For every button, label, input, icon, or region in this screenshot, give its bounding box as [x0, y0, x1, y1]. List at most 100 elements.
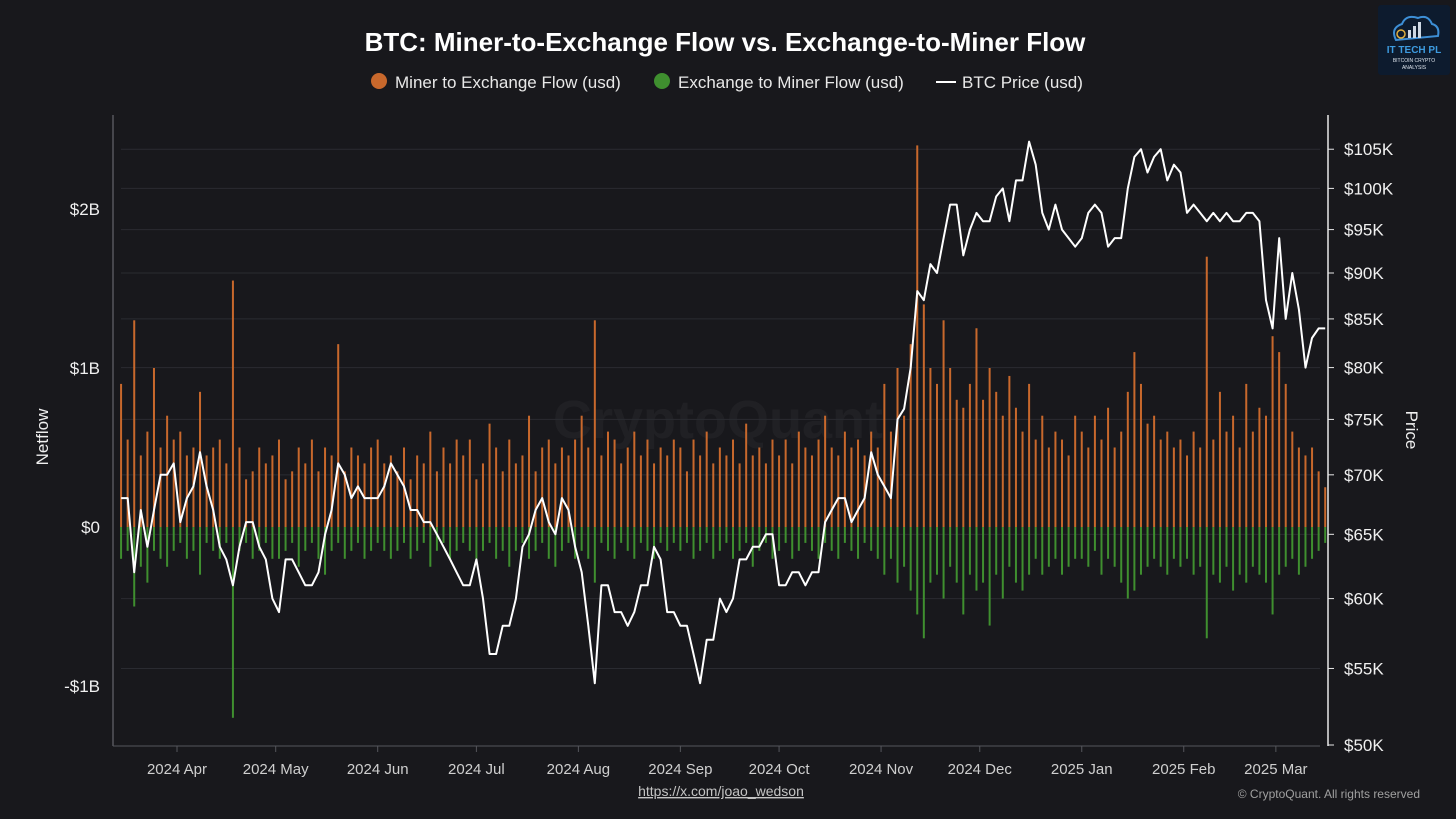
bar-exchange-to-miner — [1166, 527, 1169, 575]
bar-miner-to-exchange — [929, 368, 932, 527]
bar-exchange-to-miner — [179, 527, 182, 543]
bar-exchange-to-miner — [653, 527, 656, 559]
bar-exchange-to-miner — [245, 527, 248, 543]
bar-miner-to-exchange — [271, 455, 274, 527]
bar-exchange-to-miner — [705, 527, 708, 543]
bar-exchange-to-miner — [435, 527, 438, 551]
left-tick-label: $1B — [70, 359, 100, 378]
bar-miner-to-exchange — [488, 423, 491, 527]
bar-miner-to-exchange — [751, 455, 754, 527]
bar-exchange-to-miner — [481, 527, 484, 551]
bar-miner-to-exchange — [1008, 375, 1011, 527]
bar-miner-to-exchange — [521, 455, 524, 527]
bar-exchange-to-miner — [1034, 527, 1037, 559]
right-tick-label: $60K — [1344, 590, 1384, 609]
right-axis-ticks: $105K $100K $95K $90K $85K $80K $75K $70K $65K $6… — [1328, 140, 1394, 755]
bar-exchange-to-miner — [903, 527, 906, 567]
bar-miner-to-exchange — [501, 471, 504, 527]
bar-miner-to-exchange — [1251, 431, 1254, 527]
left-tick-label: -$1B — [64, 677, 100, 696]
bar-exchange-to-miner — [699, 527, 702, 551]
bar-miner-to-exchange — [679, 447, 682, 527]
bar-miner-to-exchange — [291, 471, 294, 527]
author-link[interactable]: https://x.com/joao_wedson — [638, 783, 804, 799]
bar-miner-to-exchange — [1146, 423, 1149, 527]
bar-miner-to-exchange — [718, 447, 721, 527]
bar-exchange-to-miner — [304, 527, 307, 551]
bar-exchange-to-miner — [192, 527, 195, 551]
bar-miner-to-exchange — [857, 439, 860, 527]
bar-exchange-to-miner — [738, 527, 741, 551]
bar-exchange-to-miner — [1251, 527, 1254, 567]
bar-exchange-to-miner — [982, 527, 985, 583]
bar-exchange-to-miner — [120, 527, 123, 559]
bar-miner-to-exchange — [324, 447, 327, 527]
bar-miner-to-exchange — [942, 320, 945, 527]
bar-miner-to-exchange — [1199, 447, 1202, 527]
bar-exchange-to-miner — [1179, 527, 1182, 567]
bar-exchange-to-miner — [1120, 527, 1123, 583]
legend-label: Exchange to Miner Flow (usd) — [678, 73, 904, 92]
bar-exchange-to-miner — [1061, 527, 1064, 575]
bar-exchange-to-miner — [824, 527, 827, 543]
bar-miner-to-exchange — [1186, 455, 1189, 527]
bar-exchange-to-miner — [231, 527, 234, 718]
bar-exchange-to-miner — [126, 527, 129, 551]
legend-item-exchange-to-miner[interactable]: Exchange to Miner Flow (usd) — [654, 73, 904, 92]
bar-exchange-to-miner — [929, 527, 932, 583]
coin-icon — [1396, 29, 1406, 39]
bar-miner-to-exchange — [264, 463, 267, 527]
bar-miner-to-exchange — [251, 471, 254, 527]
bar-exchange-to-miner — [488, 527, 491, 543]
bar-exchange-to-miner — [409, 527, 412, 559]
bar-miner-to-exchange — [1218, 391, 1221, 527]
bar-exchange-to-miner — [672, 527, 675, 543]
bar-miner-to-exchange — [725, 455, 728, 527]
bar-exchange-to-miner — [501, 527, 504, 551]
bar-miner-to-exchange — [870, 431, 873, 527]
bars — [120, 145, 1327, 718]
legend-item-btc-price[interactable]: BTC Price (usd) — [936, 73, 1083, 92]
right-tick-label: $90K — [1344, 264, 1384, 283]
bar-exchange-to-miner — [554, 527, 557, 567]
bar-miner-to-exchange — [238, 447, 241, 527]
bar-miner-to-exchange — [199, 391, 202, 527]
bar-miner-to-exchange — [245, 479, 248, 527]
price-line-group — [121, 140, 1326, 685]
bar-miner-to-exchange — [633, 431, 636, 527]
bar-exchange-to-miner — [1258, 527, 1261, 575]
bar-miner-to-exchange — [310, 439, 313, 527]
bar-miner-to-exchange — [955, 399, 958, 527]
bar-exchange-to-miner — [363, 527, 366, 559]
bar-miner-to-exchange — [1034, 439, 1037, 527]
bar-miner-to-exchange — [547, 439, 550, 527]
bar-exchange-to-miner — [995, 527, 998, 575]
bar-miner-to-exchange — [159, 447, 162, 527]
bar-exchange-to-miner — [251, 527, 254, 559]
x-axis-ticks: 2024 Apr 2024 May 2024 Jun 2024 Jul 2024 Aug… — [147, 746, 1308, 778]
bar-exchange-to-miner — [1271, 527, 1274, 615]
bar-miner-to-exchange — [370, 447, 373, 527]
bar-exchange-to-miner — [1218, 527, 1221, 583]
cloud-icon — [1393, 15, 1440, 42]
legend-item-miner-to-exchange[interactable]: Miner to Exchange Flow (usd) — [371, 73, 621, 92]
bar-miner-to-exchange — [1087, 447, 1090, 527]
right-tick-label: $70K — [1344, 466, 1384, 485]
bar-miner-to-exchange — [1100, 439, 1103, 527]
copyright: © CryptoQuant. All rights reserved — [1238, 787, 1420, 801]
bar-exchange-to-miner — [646, 527, 649, 551]
bar-miner-to-exchange — [600, 455, 603, 527]
bar-miner-to-exchange — [1317, 471, 1320, 527]
bar-miner-to-exchange — [1271, 336, 1274, 527]
bar-exchange-to-miner — [685, 527, 688, 543]
bar-miner-to-exchange — [1139, 383, 1142, 527]
bar-miner-to-exchange — [1304, 455, 1307, 527]
bar-exchange-to-miner — [857, 527, 860, 559]
bar-exchange-to-miner — [778, 527, 781, 551]
bar-miner-to-exchange — [126, 439, 129, 527]
bar-miner-to-exchange — [1212, 439, 1215, 527]
bar-miner-to-exchange — [1054, 431, 1057, 527]
bar-miner-to-exchange — [1047, 447, 1050, 527]
bar-miner-to-exchange — [922, 304, 925, 527]
